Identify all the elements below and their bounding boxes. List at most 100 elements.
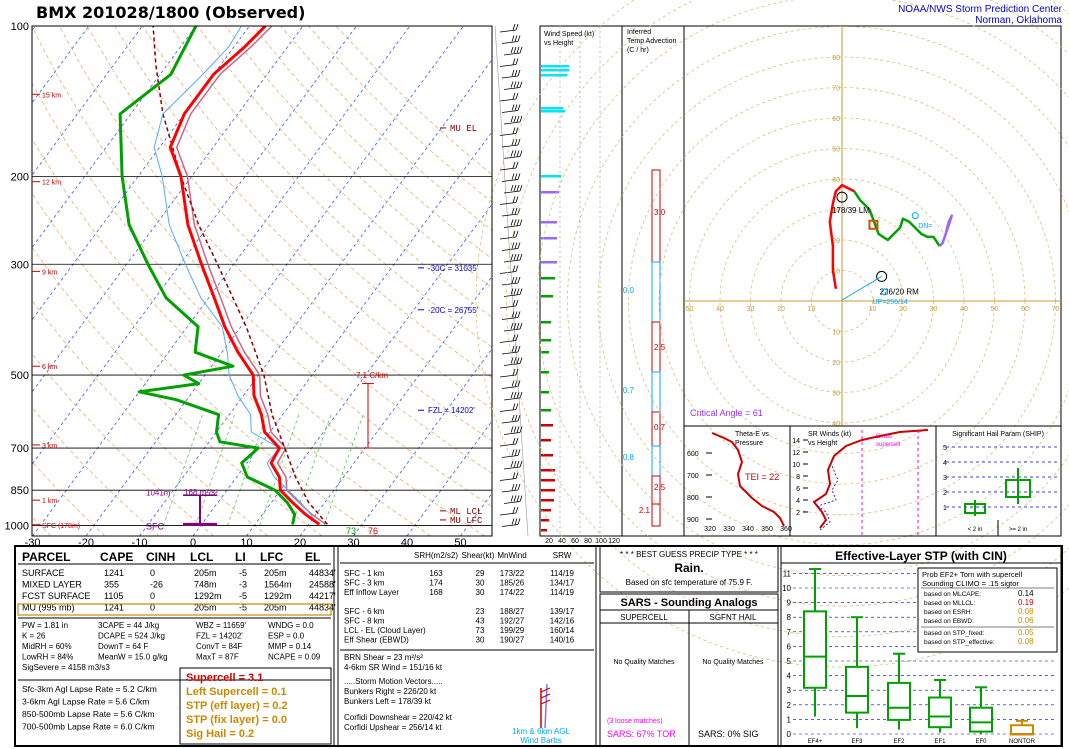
lm-marker: [836, 191, 848, 203]
hodo-tick: 40: [832, 421, 840, 428]
dry-adiabat: [32, 516, 52, 536]
dry-adiabat: [142, 26, 492, 379]
wind-barb-flag: [513, 460, 517, 468]
barb-icon-6km: [544, 683, 548, 729]
isotherm: [32, 26, 357, 466]
stp-ylabel: 10: [782, 584, 791, 593]
kin-cell: SFC - 3 km: [344, 579, 385, 588]
index-value: WBZ = 11659': [196, 621, 247, 630]
wind-barb-shaft: [499, 409, 517, 412]
parcel-cell: FCST SURFACE: [22, 591, 90, 601]
wind-barb-flag: [515, 334, 519, 341]
parcel-cell: 0: [150, 591, 155, 601]
wind-barb-flag: [514, 380, 518, 387]
kin-cell: 73: [476, 626, 485, 635]
pressure-tick-label: 200: [11, 171, 29, 183]
sars-tor: SARS: 67% TOR: [607, 729, 676, 739]
ml-lcl-label: ML LCL: [450, 507, 482, 517]
wind-barb-flag: [513, 219, 517, 226]
wind-barb-flag: [515, 230, 519, 238]
temp-tick-label: 20: [294, 537, 306, 549]
hodo-tick: 40: [832, 177, 840, 184]
dn-marker: [911, 212, 919, 220]
thetae-ylabel: 600: [687, 451, 699, 458]
rm-label: 226/20 RM: [880, 287, 919, 296]
wind-barb-flag: [519, 184, 523, 192]
wind-barb-shaft: [499, 374, 517, 378]
wind-barb-flag: [510, 288, 514, 295]
srw-supercell-label: supercell: [876, 442, 900, 448]
stp-legend-value: 0.08: [1018, 637, 1034, 646]
pressure-tick-label: 850: [11, 485, 29, 497]
tadv-label: 2.1: [639, 506, 651, 515]
theta-e-panel: Theta-E vs Pressure 600 700 800 900 320 330 340 3…: [683, 425, 792, 537]
kin-cell: SFC - 8 km: [344, 617, 385, 626]
wind-barb-flag: [513, 322, 517, 330]
hodo-tick: 30: [832, 391, 840, 398]
stp-eff-value: STP (eff layer) = 0.2: [186, 700, 288, 712]
lm-label: 178/39 LM: [832, 206, 870, 215]
isotherm: [406, 420, 492, 536]
wind-barb-flag: [515, 368, 519, 376]
stp-box: [928, 696, 952, 729]
precip-value: Rain.: [674, 561, 703, 575]
hodo-tick: 50: [991, 306, 999, 313]
wspd-bar: [541, 237, 557, 240]
dry-adiabat: [308, 26, 492, 203]
pressure-tick-label: 100: [11, 21, 29, 33]
stp-title: Effective-Layer STP (with CIN): [835, 549, 1007, 563]
ship-ylabel: 5: [943, 445, 947, 452]
stp-category: EF3: [851, 739, 863, 745]
wind-barb-flag: [512, 506, 516, 514]
hodo-tick: 10: [808, 306, 816, 313]
bunkers-left: Bunkers Left = 178/39 kt: [344, 697, 432, 706]
height-label: 9 km: [42, 269, 57, 276]
stp-ylabel: 2: [787, 701, 792, 710]
kin-cell: 114/19: [550, 569, 574, 578]
index-value: PW = 1.81 in: [22, 621, 68, 630]
wind-barb-flag: [512, 196, 516, 203]
sars-col1-title: SUPERCELL: [620, 613, 668, 622]
stp-category: NONTOR: [1009, 739, 1036, 745]
wind-barb-flag: [511, 173, 515, 180]
wind-barb-shaft: [501, 248, 519, 251]
wind-barb-flag: [517, 242, 521, 249]
kin-cell: 185/26: [500, 579, 525, 588]
wspd-bar: [541, 261, 557, 264]
lapse-rate-label: 7.1 C/km: [356, 371, 388, 380]
thetae-ylabel: 900: [687, 517, 699, 524]
stp-ylabel: 7: [787, 628, 792, 637]
parcel-header: CINH: [146, 550, 175, 564]
wind-barb-shaft: [501, 524, 519, 527]
wind-barb-shaft: [501, 351, 519, 355]
wind-barb-flag: [510, 391, 514, 399]
wind-barb-flag: [512, 472, 516, 479]
kin-header: MnWind: [497, 551, 526, 560]
precip-title: * * * BEST GUESS PRECIP TYPE * * *: [620, 550, 758, 559]
wind-barb-flag: [516, 322, 520, 330]
wind-barb-flag: [510, 46, 514, 54]
thetae-title-2: Pressure: [735, 440, 763, 447]
parcel-cell: -5: [239, 568, 247, 578]
wind-barb-shaft: [501, 179, 519, 182]
dn-label: DN=: [918, 223, 932, 230]
ship-cat: < 2 in: [968, 527, 983, 533]
critical-angle-label: Critical Angle = 61: [690, 408, 763, 418]
sars-box: SARS - Sounding Analogs SUPERCELL SGFNT …: [600, 597, 778, 746]
wind-barb-flag: [514, 242, 518, 249]
wind-barb-flag: [513, 115, 517, 123]
kin-cell: 23: [476, 607, 485, 616]
srw-ylabel: 10: [792, 462, 800, 469]
isotherm: [460, 492, 492, 536]
index-value: NCAPE = 0.09: [268, 653, 321, 662]
parcel-cell: 44217': [309, 591, 336, 601]
index-value: MidRH = 60%: [22, 642, 72, 651]
wind-barb-flag: [510, 460, 514, 468]
wspd-bar: [541, 439, 551, 442]
thetae-xlabel: 320: [704, 526, 716, 533]
wind-barb-flag: [519, 495, 523, 502]
corfidi-down: Corfidi Downshear = 220/42 kt: [344, 713, 453, 722]
stp-legend-label: based on MLLCL:: [924, 600, 976, 607]
wind-barb-flag: [515, 506, 519, 514]
wspd-bar: [541, 409, 551, 412]
